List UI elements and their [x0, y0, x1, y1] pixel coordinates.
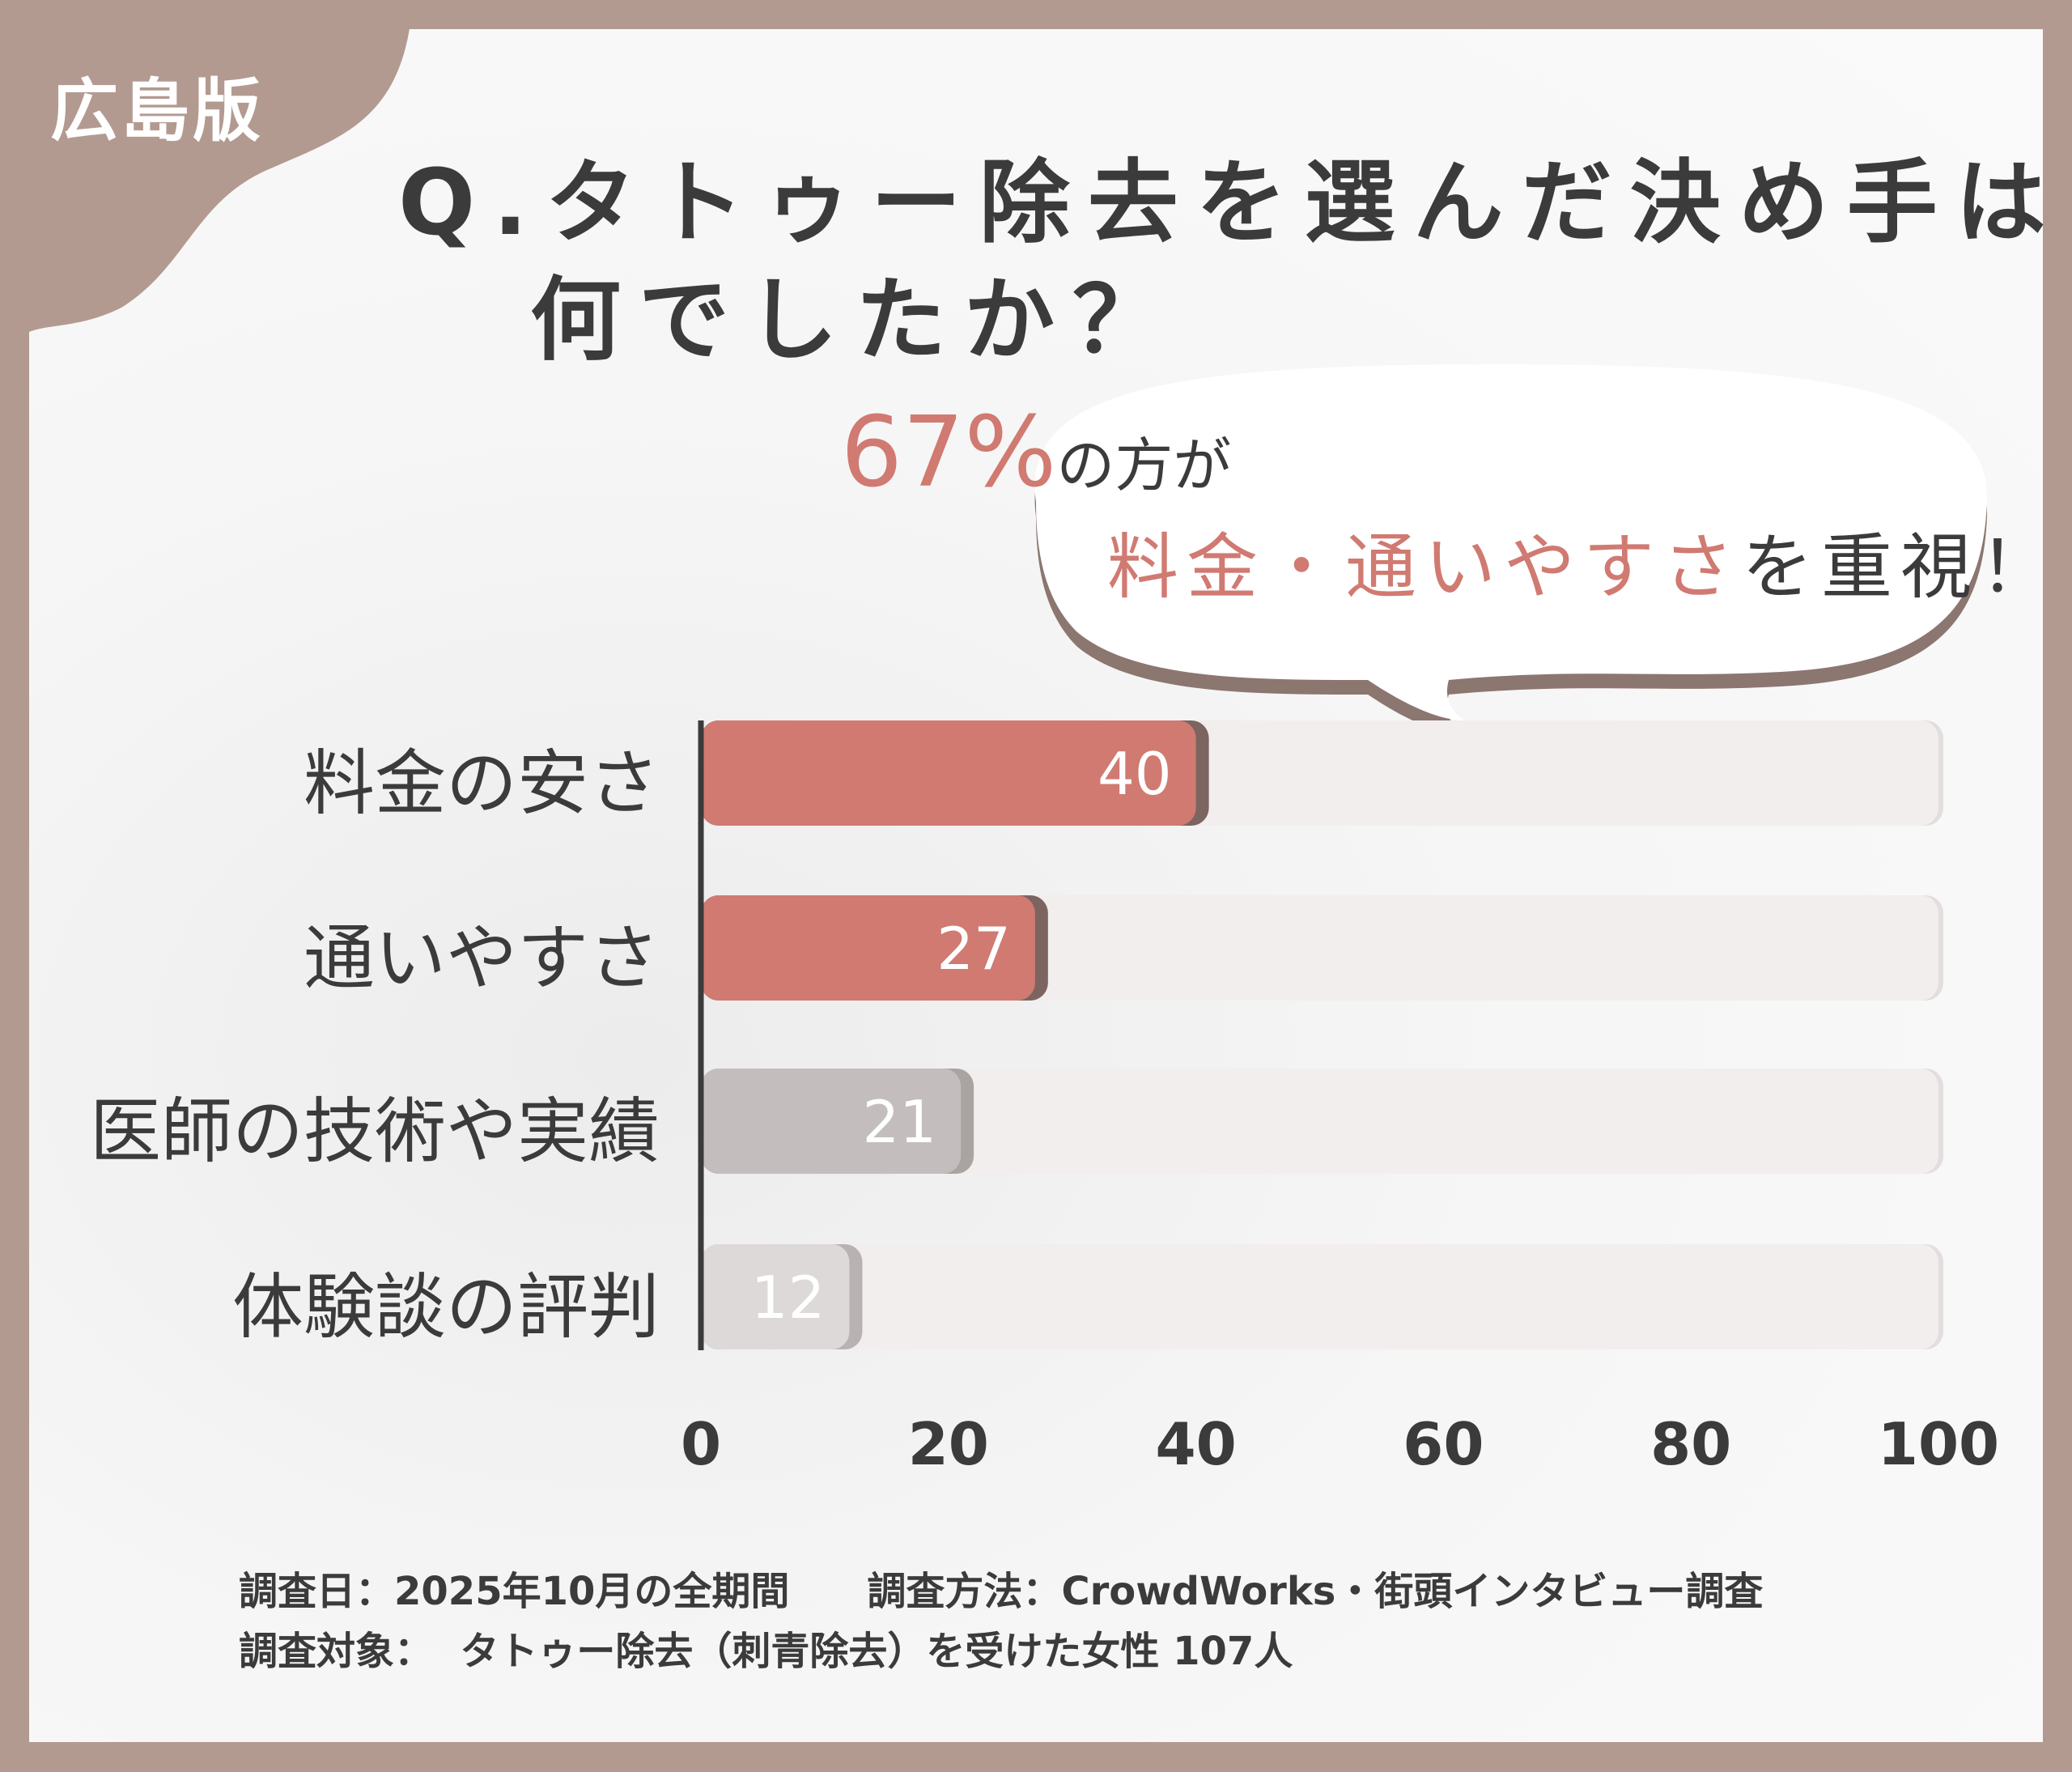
x-tick-label: 60 — [1403, 1410, 1484, 1478]
x-tick-label: 100 — [1877, 1410, 2000, 1478]
callout-line2: 料金・通いやすさを重視！ — [1107, 510, 2059, 613]
x-tick-label: 0 — [680, 1410, 722, 1478]
category-label: 医師の技術や実績 — [89, 1090, 660, 1173]
category-label: 通いやすさ — [303, 916, 660, 1000]
speech-bubble — [1034, 364, 1988, 735]
callout-line1: 67%の方が — [0, 397, 2072, 509]
footer-survey-info: 調査日：2025年10月の全期間 調査方法：CrowdWorks・街頭インタビュ… — [239, 1569, 1764, 1614]
x-tick-label: 20 — [907, 1410, 989, 1478]
callout-percent: 67% — [840, 397, 1057, 509]
corner-tab — [0, 0, 413, 332]
bar-track — [701, 1069, 1938, 1174]
data-label: 21 — [862, 1088, 936, 1156]
category-label: 体験談の評判 — [231, 1265, 660, 1349]
region-badge: 広島版 — [50, 71, 265, 151]
callout-line1-text: の方が — [1056, 431, 1232, 499]
bar-2 — [701, 895, 1035, 1001]
callout-line2-text: を重視！ — [1742, 525, 2060, 609]
question-title-line2: 何でしたか？ — [530, 268, 1181, 373]
bar-3 — [701, 1069, 962, 1174]
data-label: 27 — [936, 915, 1011, 983]
infographic-panel — [29, 29, 2043, 1742]
bar-track — [701, 1244, 1938, 1349]
data-label: 12 — [751, 1264, 826, 1332]
callout-highlight: 料金・通いやすさ — [1107, 525, 1743, 609]
question-title-line1: Q.タトゥー除去を選んだ決め手は — [398, 151, 2064, 256]
data-label: 40 — [1098, 740, 1172, 808]
x-tick-label: 80 — [1650, 1410, 1732, 1478]
footer-survey-target: 調査対象： タトゥー除去（刺青除去）を受けた女性 107人 — [239, 1629, 1293, 1674]
category-label: 料金の安さ — [303, 742, 660, 825]
x-tick-label: 40 — [1155, 1410, 1237, 1478]
bar-4 — [701, 1244, 850, 1349]
bar-1 — [701, 720, 1196, 826]
